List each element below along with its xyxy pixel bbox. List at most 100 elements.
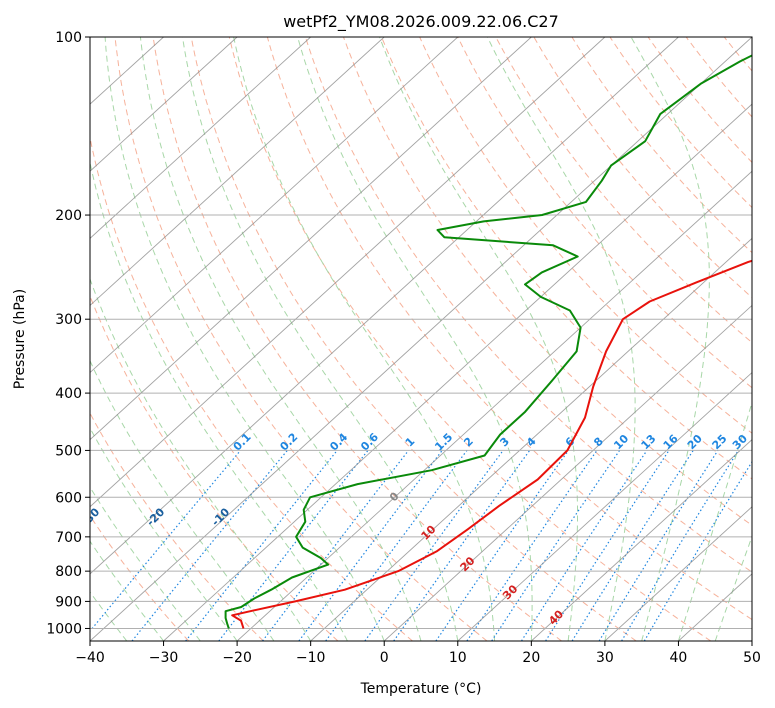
moist-adiabat: [90, 359, 275, 641]
dry-adiabats: [90, 37, 752, 641]
dry-adiabat: [228, 37, 712, 641]
dry-adiabat: [152, 37, 562, 641]
mixing-ratio-label: 2: [461, 435, 476, 450]
dry-adiabat: [723, 37, 752, 72]
plot-frame: [89, 36, 753, 642]
mixing-ratio-line: [598, 450, 719, 641]
isotherm: [90, 37, 679, 575]
isotherm: [90, 37, 238, 172]
isotherm: [90, 37, 532, 441]
isotherm: [310, 237, 752, 641]
dry-adiabat: [571, 37, 752, 254]
profile-series: [224, 54, 752, 629]
x-tick-label: 30: [596, 650, 614, 666]
dry-adiabat: [419, 37, 752, 434]
y-axis: 100 200 300 400 500 600 700 800 900 1000: [46, 30, 90, 637]
dewpoint-line: [224, 54, 752, 629]
isotherm: [531, 439, 752, 641]
y-tick-label: 500: [55, 443, 82, 459]
mixing-ratio-line: [545, 450, 670, 641]
mixing-ratio-line: [131, 450, 288, 641]
moist-adiabat: [90, 277, 312, 641]
mixing-ratio-line: [262, 450, 409, 641]
isotherm: [90, 37, 752, 641]
x-tick-label: −20: [222, 650, 252, 666]
isotherm: [90, 37, 606, 508]
isotherm: [163, 103, 752, 641]
moist-adiabat: [714, 535, 752, 641]
x-tick-label: −40: [75, 650, 105, 666]
moist-adiabat: [677, 400, 752, 641]
moist-adiabat: [90, 540, 164, 641]
mixing-ratio-line: [491, 450, 621, 641]
dry-adiabat: [266, 37, 752, 621]
moist-adiabat: [297, 37, 533, 641]
x-axis: −40 −30 −20 −10 0 10 20 30 40 50: [75, 641, 761, 666]
y-tick-label: 900: [55, 594, 82, 610]
moist-adiabat: [486, 37, 636, 641]
mixing-ratio-line: [298, 450, 443, 641]
mixing-ratio-line: [185, 450, 338, 641]
x-tick-label: 10: [449, 650, 467, 666]
moist-adiabat: [630, 37, 710, 641]
chart-title: wetPf2_YM08.2026.009.22.06.C27: [283, 12, 559, 32]
dry-adiabat: [685, 37, 752, 118]
y-tick-label: 700: [55, 530, 82, 546]
mixing-ratio-line: [364, 450, 504, 641]
isotherm: [457, 371, 752, 641]
moist-adiabat: [104, 37, 385, 641]
x-axis-label: Temperature (°C): [360, 681, 482, 697]
dry-adiabat: [114, 37, 488, 641]
dry-adiabat: [90, 134, 413, 641]
dry-adiabat: [90, 514, 190, 641]
mixing-ratio-label: 1: [403, 435, 418, 450]
isotherm: [90, 37, 459, 374]
mixing-ratio-label: 36: [751, 432, 771, 452]
dry-adiabat: [495, 37, 752, 344]
dry-adiabat: [533, 37, 752, 299]
isotherm: [383, 304, 752, 641]
plot-area: -100-90-80-70-60-50-40-30-20-100.10.20.4…: [14, 37, 771, 641]
temperature-line: [231, 259, 752, 629]
mixing-ratio-line: [90, 450, 241, 632]
mixing-ratio-label: 8: [591, 435, 606, 450]
dry-adiabat-label: -40: [14, 505, 37, 528]
moist-adiabat: [90, 486, 201, 641]
mixing-ratio-label: 16: [661, 432, 681, 452]
mixing-ratio-label: 10: [611, 432, 631, 452]
dry-adiabat: [304, 37, 752, 573]
x-tick-label: 40: [670, 650, 688, 666]
isotherm: [90, 37, 311, 239]
dry-adiabat: [381, 37, 752, 480]
mixing-ratio-lines: [90, 450, 752, 641]
y-tick-label: 300: [55, 312, 82, 328]
pressure-grid: [90, 37, 752, 629]
x-tick-label: −30: [149, 650, 179, 666]
dry-adiabat-label: -30: [79, 505, 102, 528]
y-tick-label: 600: [55, 490, 82, 506]
x-tick-label: −10: [296, 650, 326, 666]
moist-adiabat: [379, 37, 578, 641]
x-tick-label: 50: [743, 650, 761, 666]
mixing-ratio-label: 3: [497, 435, 512, 450]
mixing-ratio-label: 30: [730, 432, 750, 452]
mixing-ratio-line: [520, 450, 648, 641]
moist-adiabats: [90, 37, 752, 641]
mixing-ratio-line: [466, 450, 598, 641]
mixing-ratio-line: [571, 450, 694, 641]
dry-adiabat: [647, 37, 752, 164]
y-tick-label: 100: [55, 30, 82, 46]
mixing-ratio-label: 20: [685, 432, 705, 452]
moist-adiabat: [90, 160, 348, 641]
dry-adiabat-label: -20: [144, 505, 167, 528]
dry-adiabat: [90, 294, 339, 641]
dry-adiabat: [190, 37, 637, 641]
y-tick-label: 400: [55, 386, 82, 402]
y-tick-label: 200: [55, 208, 82, 224]
line-labels: -100-90-80-70-60-50-40-30-20-100.10.20.4…: [14, 430, 771, 627]
y-tick-label: 1000: [46, 621, 82, 637]
moist-adiabat: [182, 37, 459, 641]
skewed-isotherms: [90, 37, 752, 641]
moist-adiabat: [233, 37, 496, 641]
